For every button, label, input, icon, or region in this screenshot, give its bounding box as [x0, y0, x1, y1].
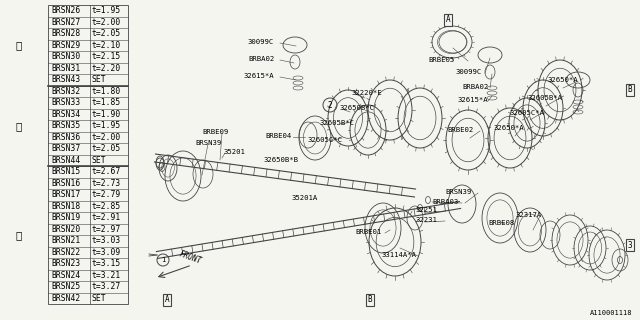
- Text: BRSN39: BRSN39: [445, 189, 471, 195]
- Text: 32650B*B: 32650B*B: [263, 157, 298, 163]
- Text: 35201A: 35201A: [292, 195, 318, 201]
- Text: BRSN35: BRSN35: [51, 121, 80, 130]
- Text: BRSN34: BRSN34: [51, 110, 80, 119]
- Bar: [48, 85, 128, 166]
- Text: BRSN23: BRSN23: [51, 259, 80, 268]
- Text: ①: ①: [16, 40, 22, 50]
- Text: BRSN19: BRSN19: [51, 213, 80, 222]
- Text: BRSN39: BRSN39: [195, 140, 221, 146]
- Text: t=3.15: t=3.15: [92, 259, 121, 268]
- Text: FRONT: FRONT: [177, 250, 202, 266]
- Text: t=2.00: t=2.00: [92, 18, 121, 27]
- Text: ③: ③: [16, 230, 22, 240]
- Text: BRSN29: BRSN29: [51, 41, 80, 50]
- Text: 32605C*C: 32605C*C: [307, 137, 342, 143]
- Text: BRSN30: BRSN30: [51, 52, 80, 61]
- Text: BRSN32: BRSN32: [51, 87, 80, 96]
- Text: 32317A: 32317A: [515, 212, 541, 218]
- Text: t=2.67: t=2.67: [92, 167, 121, 176]
- Text: BRBE02: BRBE02: [447, 127, 473, 133]
- Text: BRSN42: BRSN42: [51, 294, 80, 303]
- Text: BRSN27: BRSN27: [51, 18, 80, 27]
- Text: 3: 3: [628, 241, 632, 250]
- Text: B: B: [368, 295, 372, 305]
- Text: BRSN15: BRSN15: [51, 167, 80, 176]
- Text: 32615*A: 32615*A: [243, 73, 274, 79]
- Text: A: A: [445, 15, 451, 25]
- Text: t=2.00: t=2.00: [92, 133, 121, 142]
- Text: BRSN36: BRSN36: [51, 133, 80, 142]
- Text: BRSN21: BRSN21: [51, 236, 80, 245]
- Text: t=2.97: t=2.97: [92, 225, 121, 234]
- Text: BRSN28: BRSN28: [51, 29, 80, 38]
- Text: BRSN16: BRSN16: [51, 179, 80, 188]
- Text: t=2.20: t=2.20: [92, 64, 121, 73]
- Text: BRBE05: BRBE05: [428, 57, 454, 63]
- Text: t=1.90: t=1.90: [92, 110, 121, 119]
- Text: t=2.10: t=2.10: [92, 41, 121, 50]
- Text: BRBE04: BRBE04: [265, 133, 291, 139]
- Text: BRBA03: BRBA03: [432, 199, 458, 205]
- Text: 32650*A: 32650*A: [548, 77, 579, 83]
- Text: A110001118: A110001118: [589, 310, 632, 316]
- Text: 32605C*A: 32605C*A: [510, 110, 545, 116]
- Text: 30099C: 30099C: [455, 69, 481, 75]
- Text: t=1.85: t=1.85: [92, 98, 121, 107]
- Text: BRSN37: BRSN37: [51, 144, 80, 153]
- Bar: [48, 5, 128, 85]
- Text: A: A: [164, 295, 170, 305]
- Text: 32650B*C: 32650B*C: [340, 105, 375, 111]
- Text: 33114A*A: 33114A*A: [382, 252, 417, 258]
- Text: t=1.95: t=1.95: [92, 121, 121, 130]
- Text: t=3.03: t=3.03: [92, 236, 121, 245]
- Text: BRBE08: BRBE08: [488, 220, 515, 226]
- Text: 32220*E: 32220*E: [352, 90, 383, 96]
- Text: BRSN25: BRSN25: [51, 282, 80, 291]
- Text: t=3.09: t=3.09: [92, 248, 121, 257]
- Text: BRSN20: BRSN20: [51, 225, 80, 234]
- Text: BRSN24: BRSN24: [51, 271, 80, 280]
- Text: 32615*A: 32615*A: [458, 97, 488, 103]
- Text: BRBE01: BRBE01: [355, 229, 381, 235]
- Bar: [48, 166, 128, 304]
- Text: SET: SET: [92, 156, 107, 165]
- Text: BRBA02: BRBA02: [462, 84, 488, 90]
- Text: ②: ②: [16, 121, 22, 131]
- Text: 35201: 35201: [223, 149, 245, 155]
- Text: t=2.15: t=2.15: [92, 52, 121, 61]
- Text: t=1.80: t=1.80: [92, 87, 121, 96]
- Text: 30099C: 30099C: [248, 39, 275, 45]
- Text: 32605B*C: 32605B*C: [320, 120, 355, 126]
- Text: B: B: [628, 85, 632, 94]
- Text: t=3.21: t=3.21: [92, 271, 121, 280]
- Text: 1: 1: [161, 257, 165, 263]
- Text: BRSN26: BRSN26: [51, 6, 80, 15]
- Text: SET: SET: [92, 75, 107, 84]
- Text: BRSN31: BRSN31: [51, 64, 80, 73]
- Text: BRBE09: BRBE09: [202, 129, 228, 135]
- Text: BRSN33: BRSN33: [51, 98, 80, 107]
- Text: 32605B*A: 32605B*A: [528, 95, 563, 101]
- Text: BRSN18: BRSN18: [51, 202, 80, 211]
- Text: 32650*A: 32650*A: [493, 125, 524, 131]
- Text: BRSN22: BRSN22: [51, 248, 80, 257]
- Text: BRSN17: BRSN17: [51, 190, 80, 199]
- Text: SET: SET: [92, 294, 107, 303]
- Text: BRSN44: BRSN44: [51, 156, 80, 165]
- Text: BRBA02: BRBA02: [248, 56, 275, 62]
- Text: t=2.91: t=2.91: [92, 213, 121, 222]
- Text: 32231: 32231: [415, 217, 437, 223]
- Text: t=2.05: t=2.05: [92, 29, 121, 38]
- Text: t=2.79: t=2.79: [92, 190, 121, 199]
- Text: BRSN43: BRSN43: [51, 75, 80, 84]
- Text: t=2.05: t=2.05: [92, 144, 121, 153]
- Text: 2: 2: [328, 100, 332, 109]
- Text: t=3.27: t=3.27: [92, 282, 121, 291]
- Text: t=2.73: t=2.73: [92, 179, 121, 188]
- Text: 32251: 32251: [415, 207, 437, 213]
- Text: t=2.85: t=2.85: [92, 202, 121, 211]
- Text: t=1.95: t=1.95: [92, 6, 121, 15]
